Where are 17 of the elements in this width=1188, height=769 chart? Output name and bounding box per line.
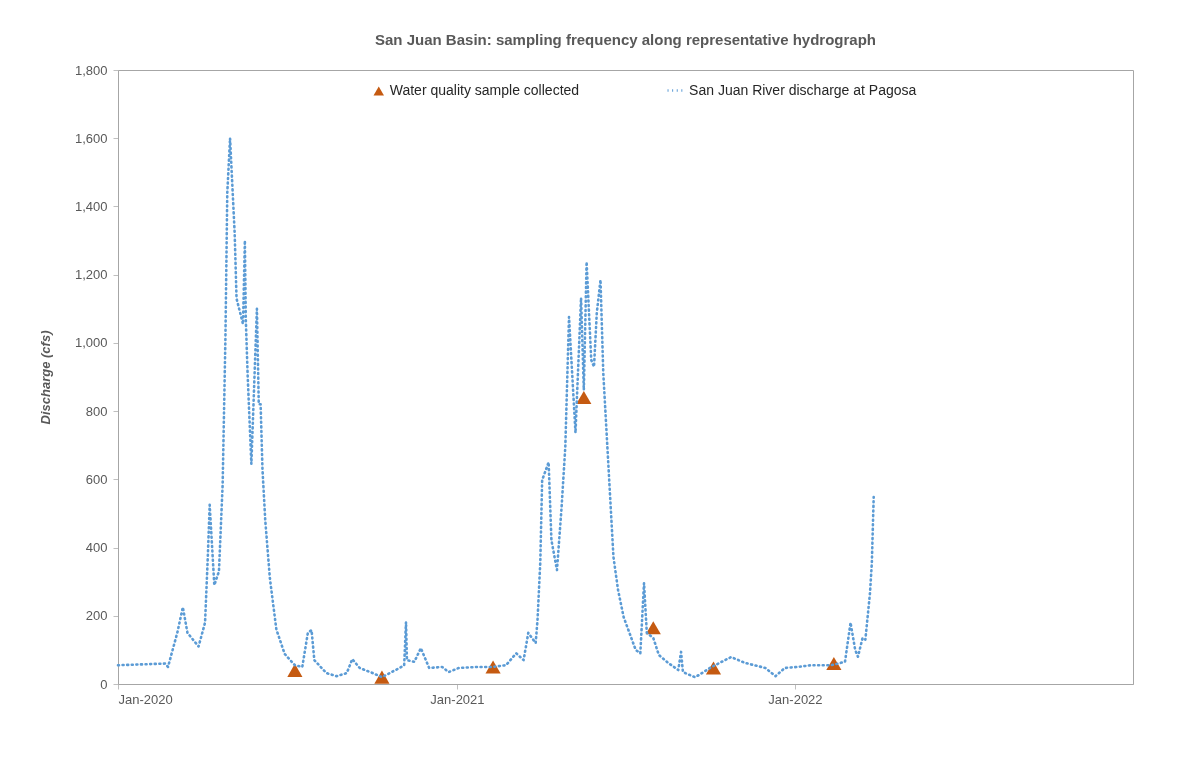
x-tick-label: Jan-2020: [118, 691, 173, 707]
y-tick-label: 1,600: [74, 130, 108, 146]
y-tick-label: 600: [85, 471, 108, 487]
legend-label: Water quality sample collected: [389, 82, 580, 98]
y-axis-title: Discharge (cfs): [37, 330, 53, 425]
y-tick-label: 0: [100, 676, 108, 692]
legend-label: San Juan River discharge at Pagosa: [689, 81, 917, 98]
x-tick-label: Jan-2021: [430, 691, 485, 707]
y-tick-label: 1,000: [74, 335, 108, 351]
y-tick-label: 400: [85, 540, 108, 556]
y-tick-label: 1,400: [74, 198, 108, 214]
y-tick-label: 200: [85, 608, 108, 624]
y-tick-label: 1,800: [74, 62, 108, 78]
y-tick-label: 800: [85, 403, 108, 419]
y-tick-label: 1,200: [74, 267, 108, 283]
chart-title: San Juan Basin: sampling frequency along representative hydrograph: [375, 31, 876, 48]
x-tick-label: Jan-2022: [768, 691, 823, 707]
